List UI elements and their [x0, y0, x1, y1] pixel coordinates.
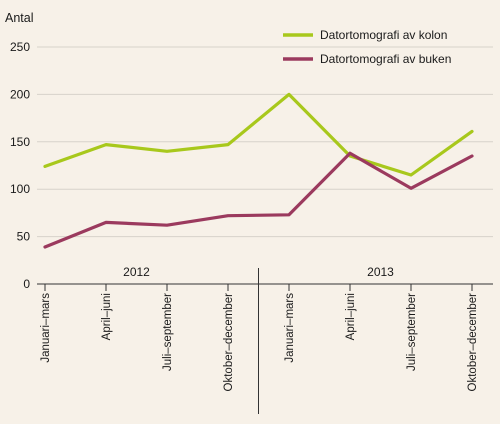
- y-tick-label: 200: [10, 87, 30, 101]
- x-tick-label: Januari–mars: [284, 293, 296, 363]
- series-line: [43, 151, 474, 249]
- x-tick-label: April–juni: [345, 293, 357, 340]
- legend-label: Datortomografi av kolon: [320, 28, 447, 42]
- x-tick-label: Juli–september: [406, 293, 418, 371]
- y-tick-label: 0: [23, 277, 30, 291]
- x-tick-label: Juli–september: [162, 293, 174, 371]
- year-label: 2013: [367, 265, 394, 279]
- y-axis-ticks: 0 50 100 150 200 250: [10, 40, 30, 291]
- x-tick-label: Januari–mars: [40, 293, 52, 363]
- y-tick-label: 250: [10, 40, 30, 54]
- y-tick-label: 100: [10, 182, 30, 196]
- y-tick-label: 150: [10, 135, 30, 149]
- x-tick-label: Oktober–december: [223, 293, 235, 392]
- series-line: [43, 92, 474, 177]
- series-lines: [43, 92, 474, 249]
- y-tick-label: 50: [17, 230, 31, 244]
- year-label: 2012: [123, 265, 150, 279]
- y-axis-label: Antal: [5, 11, 34, 25]
- legend-label: Datortomografi av buken: [320, 52, 451, 66]
- grid-lines: [37, 46, 493, 285]
- legend: Datortomografi av kolon Datortomografi av…: [283, 28, 451, 66]
- x-axis: Januari–mars April–juni Juli–september Okto…: [40, 265, 479, 414]
- x-tick-label: April–juni: [101, 293, 113, 340]
- x-tick-label: Oktober–december: [467, 293, 479, 392]
